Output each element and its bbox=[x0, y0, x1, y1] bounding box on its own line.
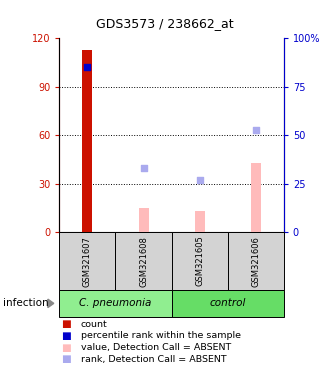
Text: value, Detection Call = ABSENT: value, Detection Call = ABSENT bbox=[81, 343, 231, 352]
Bar bbox=[172, 232, 228, 290]
Bar bbox=[251, 163, 261, 232]
Bar bbox=[195, 211, 205, 232]
Text: control: control bbox=[210, 298, 246, 308]
Text: GDS3573 / 238662_at: GDS3573 / 238662_at bbox=[96, 17, 234, 30]
Point bbox=[85, 65, 90, 71]
Point bbox=[141, 165, 146, 171]
Point bbox=[197, 177, 202, 183]
Text: GSM321606: GSM321606 bbox=[251, 236, 260, 286]
Text: ■: ■ bbox=[61, 319, 71, 329]
Text: ■: ■ bbox=[61, 354, 71, 364]
Text: GSM321608: GSM321608 bbox=[139, 236, 148, 286]
Bar bbox=[139, 208, 148, 232]
Text: percentile rank within the sample: percentile rank within the sample bbox=[81, 331, 241, 341]
Text: ■: ■ bbox=[61, 343, 71, 353]
Bar bbox=[59, 232, 116, 290]
Text: count: count bbox=[81, 320, 108, 329]
Point bbox=[253, 126, 258, 132]
Bar bbox=[59, 290, 172, 317]
Polygon shape bbox=[48, 299, 54, 308]
Text: infection: infection bbox=[3, 298, 49, 308]
Bar bbox=[172, 290, 284, 317]
Bar bbox=[228, 232, 284, 290]
Bar bbox=[115, 232, 172, 290]
Text: GSM321607: GSM321607 bbox=[83, 236, 92, 286]
Text: C. pneumonia: C. pneumonia bbox=[79, 298, 152, 308]
Bar bbox=[82, 50, 92, 232]
Text: rank, Detection Call = ABSENT: rank, Detection Call = ABSENT bbox=[81, 354, 226, 364]
Text: GSM321605: GSM321605 bbox=[195, 236, 204, 286]
Text: ■: ■ bbox=[61, 331, 71, 341]
